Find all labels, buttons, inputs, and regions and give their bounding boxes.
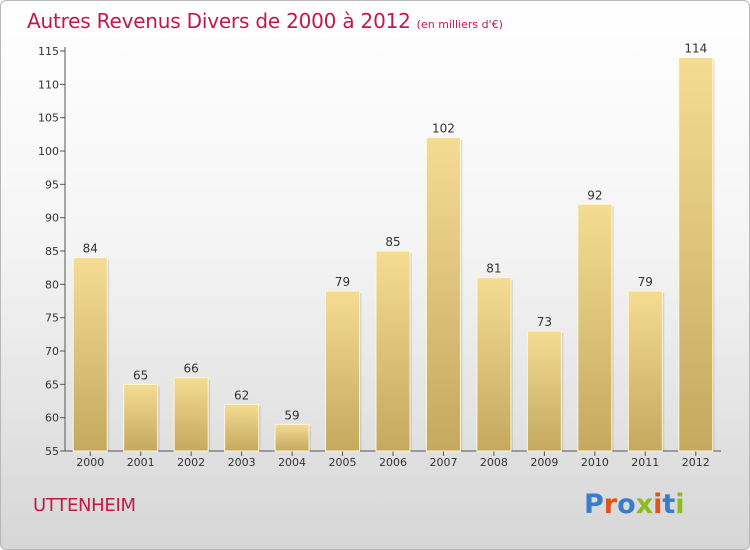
proxiti-logo: Proxiti xyxy=(584,489,685,520)
bar-2012 xyxy=(678,57,714,452)
data-label: 114 xyxy=(684,42,707,56)
chart-axes: 55 60 65 70 75 80 85 90 95 100 105 110 115 2000 2001 20… xyxy=(38,45,721,469)
data-label: 62 xyxy=(234,388,249,402)
data-label: 85 xyxy=(385,235,400,249)
logo-letter: r xyxy=(603,489,618,520)
y-tick-label: 60 xyxy=(45,412,59,425)
bar-2009 xyxy=(526,330,562,452)
chart-title: Autres Revenus Divers de 2000 à 2012 (en … xyxy=(27,9,503,33)
y-tick-label: 100 xyxy=(38,145,59,158)
bar-2002 xyxy=(173,377,209,452)
chart-bars xyxy=(72,57,715,452)
x-tick-label: 2012 xyxy=(682,456,710,469)
data-label: 59 xyxy=(284,408,299,422)
logo-letter: P xyxy=(584,489,604,520)
data-label: 66 xyxy=(184,362,199,376)
data-label: 79 xyxy=(638,275,653,289)
logo-letter: o xyxy=(617,489,636,520)
y-tick-label: 80 xyxy=(45,278,59,291)
x-tick-label: 2001 xyxy=(127,456,155,469)
y-tick-label: 105 xyxy=(38,112,59,125)
x-tick-label: 2003 xyxy=(228,456,256,469)
data-label: 84 xyxy=(83,242,98,256)
logo-letter: i xyxy=(675,489,685,520)
bar-2000 xyxy=(72,257,108,452)
bar-2008 xyxy=(476,277,512,452)
bar-2003 xyxy=(224,403,260,452)
x-tick-label: 2006 xyxy=(379,456,407,469)
x-tick-label: 2011 xyxy=(631,456,659,469)
bar-2007 xyxy=(425,137,461,452)
chart-data-labels: 84 65 66 62 59 79 85 102 81 73 92 79 114 xyxy=(83,42,708,423)
logo-letter: i xyxy=(653,489,663,520)
y-tick-label: 115 xyxy=(38,45,59,58)
x-tick-label: 2004 xyxy=(278,456,306,469)
data-label: 73 xyxy=(537,315,552,329)
y-tick-label: 70 xyxy=(45,345,59,358)
y-tick-label: 65 xyxy=(45,378,59,391)
y-tick-label: 110 xyxy=(38,78,59,91)
x-tick-label: 2000 xyxy=(76,456,104,469)
bar-2004 xyxy=(274,423,310,452)
data-label: 65 xyxy=(133,368,148,382)
data-label: 79 xyxy=(335,275,350,289)
x-tick-label: 2009 xyxy=(530,456,558,469)
chart-title-unit: (en milliers d'€) xyxy=(416,18,503,31)
bar-2010 xyxy=(577,203,613,452)
y-tick-label: 55 xyxy=(45,445,59,458)
x-tick-label: 2005 xyxy=(329,456,357,469)
bar-2005 xyxy=(325,290,361,452)
logo-letter: x xyxy=(635,489,654,520)
x-tick-label: 2008 xyxy=(480,456,508,469)
bar-2011 xyxy=(627,290,663,452)
y-tick-label: 75 xyxy=(45,312,59,325)
y-tick-label: 90 xyxy=(45,212,59,225)
data-label: 81 xyxy=(486,262,501,276)
data-label: 102 xyxy=(432,122,455,136)
x-tick-label: 2002 xyxy=(177,456,205,469)
x-tick-label: 2007 xyxy=(429,456,457,469)
data-label: 92 xyxy=(587,188,602,202)
town-name: UTTENHEIM xyxy=(33,495,136,516)
bar-2006 xyxy=(375,250,411,452)
y-tick-label: 95 xyxy=(45,178,59,191)
x-tick-label: 2010 xyxy=(581,456,609,469)
bar-2001 xyxy=(123,383,159,452)
y-tick-label: 85 xyxy=(45,245,59,258)
chart-title-main: Autres Revenus Divers de 2000 à 2012 xyxy=(27,9,411,33)
logo-letter: t xyxy=(662,489,676,520)
